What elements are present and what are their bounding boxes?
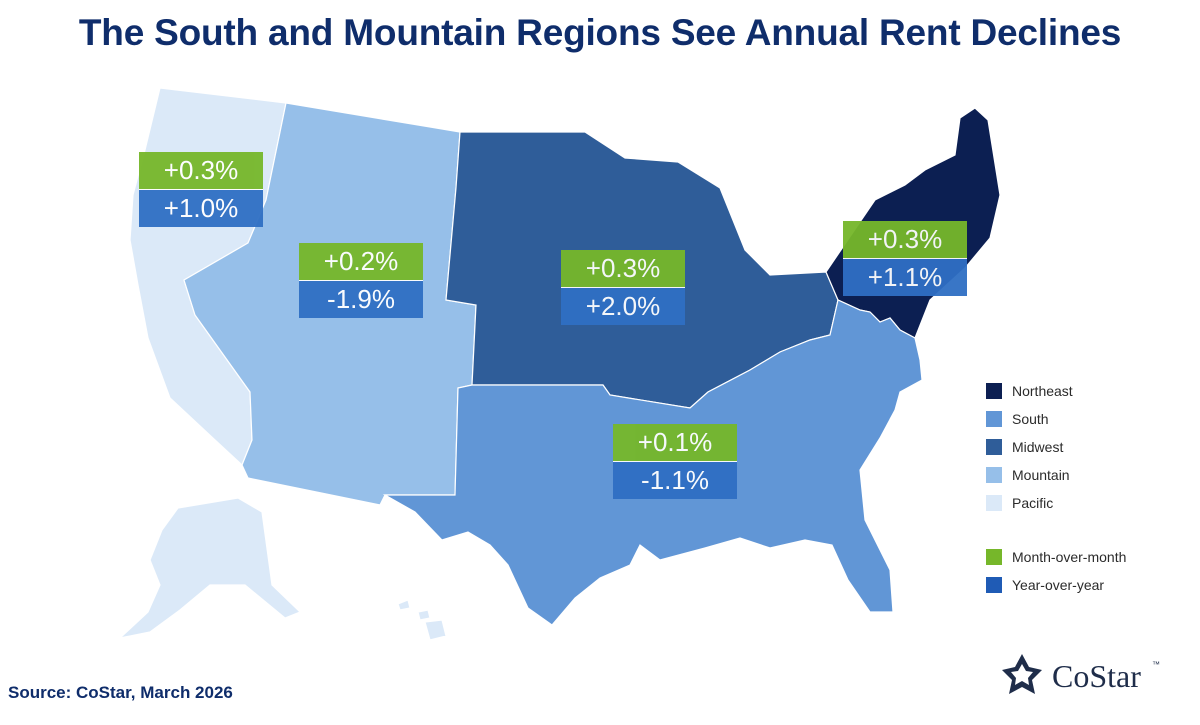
legend-swatch-mountain — [986, 467, 1002, 483]
legend-label-midwest: Midwest — [1012, 439, 1064, 455]
legend-swatch-midwest — [986, 439, 1002, 455]
stat-south: +0.1% -1.1% — [613, 424, 737, 499]
stat-midwest: +0.3% +2.0% — [561, 250, 685, 325]
legend-swatch-pacific — [986, 495, 1002, 511]
costar-logo: CoStar ™ — [1000, 652, 1170, 698]
legend-label-northeast: Northeast — [1012, 383, 1073, 399]
legend-label-mountain: Mountain — [1012, 467, 1070, 483]
yoy-value-midwest: +2.0% — [561, 287, 685, 325]
logo-wordmark: CoStar — [1052, 658, 1141, 694]
stat-mountain: +0.2% -1.9% — [299, 243, 423, 318]
yoy-value-south: -1.1% — [613, 461, 737, 499]
legend-label-mom: Month-over-month — [1012, 549, 1127, 565]
page-title: The South and Mountain Regions See Annua… — [78, 12, 1122, 53]
yoy-value-mountain: -1.9% — [299, 280, 423, 318]
mom-value-midwest: +0.3% — [561, 250, 685, 287]
stat-pacific: +0.3% +1.0% — [139, 152, 263, 227]
yoy-value-northeast: +1.1% — [843, 258, 967, 296]
yoy-value-pacific: +1.0% — [139, 189, 263, 227]
source-note: Source: CoStar, March 2026 — [8, 683, 233, 702]
mom-value-pacific: +0.3% — [139, 152, 263, 189]
legend-label-south: South — [1012, 411, 1049, 427]
legend-swatch-south — [986, 411, 1002, 427]
logo-trademark: ™ — [1152, 660, 1160, 669]
stat-northeast: +0.3% +1.1% — [843, 221, 967, 296]
legend-label-yoy: Year-over-year — [1012, 577, 1105, 593]
mom-value-south: +0.1% — [613, 424, 737, 461]
legend-swatch-mom — [986, 549, 1002, 565]
region-alaska — [118, 497, 302, 640]
mom-value-northeast: +0.3% — [843, 221, 967, 258]
costar-star-icon — [1002, 654, 1042, 694]
mom-value-mountain: +0.2% — [299, 243, 423, 280]
region-hawaii — [397, 599, 447, 641]
legend-swatch-yoy — [986, 577, 1002, 593]
legend-swatch-northeast — [986, 383, 1002, 399]
legend-label-pacific: Pacific — [1012, 495, 1054, 511]
